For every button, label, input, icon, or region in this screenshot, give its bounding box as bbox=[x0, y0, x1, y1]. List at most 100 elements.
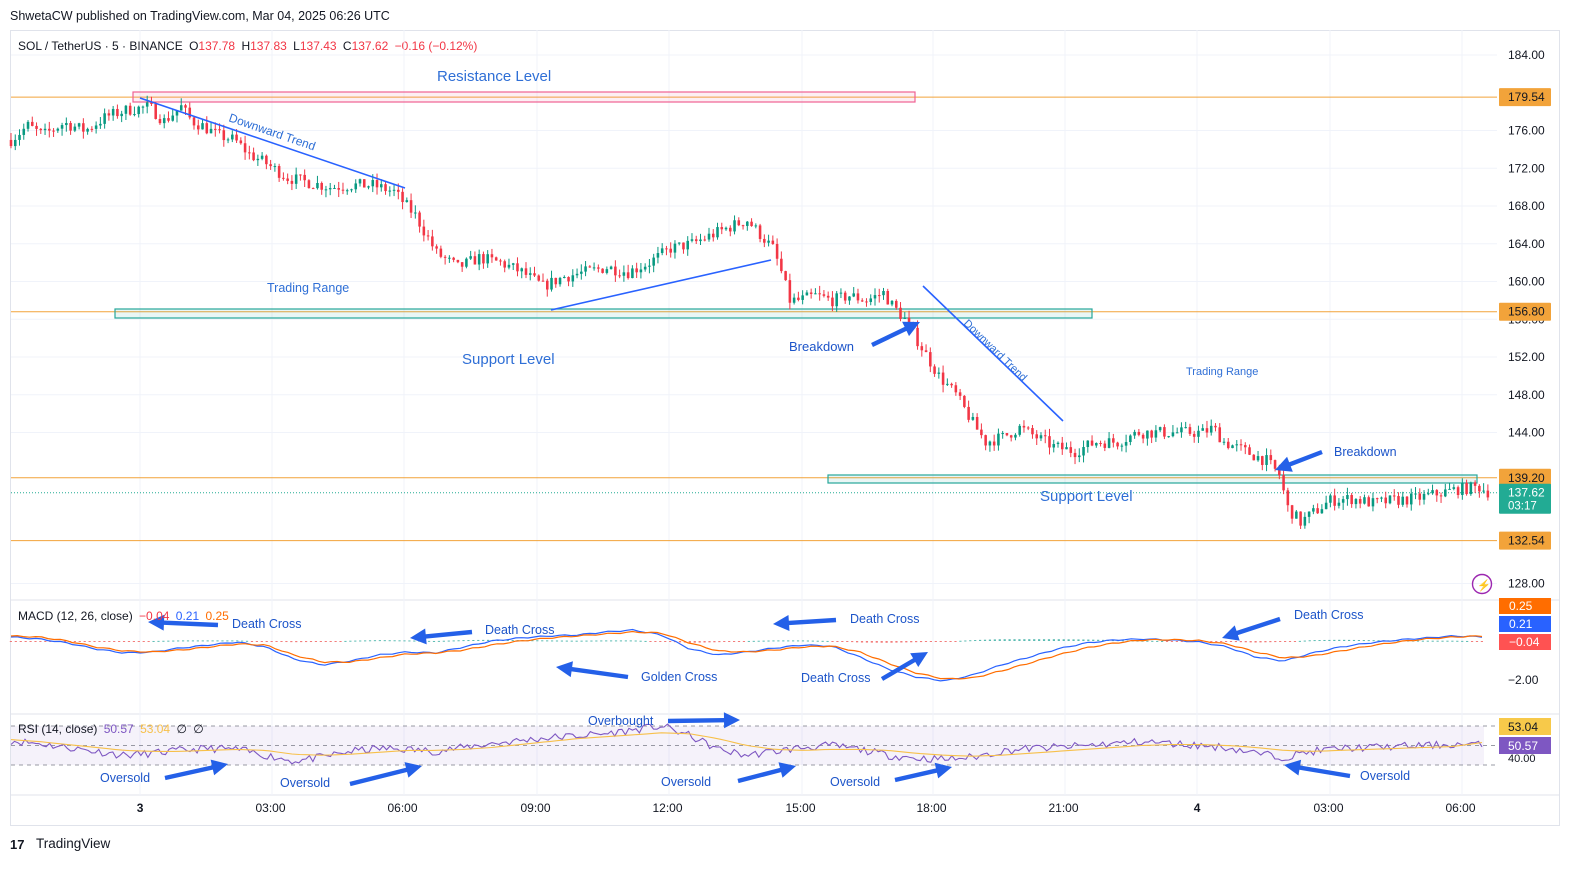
macd-histogram-bar bbox=[629, 640, 632, 642]
price-tick-label: 160.00 bbox=[1508, 275, 1545, 289]
candle bbox=[575, 273, 579, 276]
oversold-arrow-icon[interactable] bbox=[894, 762, 952, 783]
price-tag bbox=[1499, 468, 1551, 487]
candle bbox=[1035, 434, 1039, 439]
candle bbox=[1069, 447, 1073, 453]
time-tick-label: 09:00 bbox=[521, 801, 551, 815]
macd-histogram-bar bbox=[447, 640, 450, 642]
candle bbox=[524, 268, 528, 275]
time-tick-label: 06:00 bbox=[388, 801, 418, 815]
macd-histogram-bar bbox=[1111, 640, 1115, 642]
price-tick-label: 152.00 bbox=[1508, 350, 1545, 364]
support-zone[interactable] bbox=[114, 308, 1093, 319]
macd-histogram-bar bbox=[860, 641, 864, 643]
macd-histogram-bar bbox=[546, 640, 549, 642]
candle bbox=[290, 180, 294, 184]
candle bbox=[933, 366, 936, 374]
cross-arrow-icon[interactable] bbox=[773, 615, 837, 631]
oversold-arrow-icon[interactable] bbox=[737, 762, 796, 784]
breakdown-arrow-icon[interactable] bbox=[871, 321, 920, 347]
cross-arrow-icon[interactable] bbox=[1222, 616, 1281, 641]
macd-histogram-bar bbox=[487, 639, 490, 641]
rsi-tag-label: 50.57 bbox=[1508, 739, 1538, 753]
macd-histogram-bar bbox=[762, 640, 765, 642]
candle bbox=[1303, 516, 1307, 526]
macd-histogram-bar bbox=[324, 641, 327, 642]
open-label: O bbox=[189, 39, 199, 53]
macd-title[interactable]: MACD (12, 26, close) bbox=[18, 609, 133, 623]
support-zone[interactable] bbox=[827, 474, 1478, 484]
macd-histogram-bar bbox=[511, 640, 514, 642]
downward-trend-line[interactable] bbox=[922, 285, 1064, 422]
candle bbox=[333, 188, 336, 190]
cross-arrow-icon[interactable] bbox=[880, 652, 928, 681]
macd-histogram-bar bbox=[1170, 641, 1174, 642]
candle bbox=[792, 297, 796, 303]
candle bbox=[448, 257, 451, 259]
candle bbox=[899, 307, 902, 319]
macd-histogram-bar bbox=[216, 640, 219, 642]
candle bbox=[831, 297, 834, 307]
macd-histogram-bar bbox=[108, 641, 111, 642]
rsi-legend[interactable]: RSI (14, close) 50.57 53.04 ∅ ∅ bbox=[18, 722, 207, 736]
upward-trend-line[interactable] bbox=[550, 259, 772, 311]
symbol-label[interactable]: SOL / TetherUS · 5 · BINANCE bbox=[18, 39, 183, 53]
macd-histogram-bar bbox=[1308, 640, 1311, 642]
macd-histogram-bar bbox=[742, 641, 746, 642]
symbol-legend[interactable]: SOL / TetherUS · 5 · BINANCE O137.78 H13… bbox=[18, 39, 480, 53]
macd-histogram-bar bbox=[329, 641, 332, 642]
candle bbox=[975, 416, 979, 430]
price-tag bbox=[1499, 483, 1551, 514]
macd-histogram-bar bbox=[437, 640, 441, 642]
rsi-title[interactable]: RSI (14, close) bbox=[18, 722, 98, 736]
breakdown-arrow-icon[interactable] bbox=[1275, 449, 1323, 472]
oversold-arrow-icon[interactable] bbox=[1284, 759, 1351, 779]
candle bbox=[384, 184, 387, 192]
candle bbox=[660, 248, 664, 254]
resistance-zone[interactable] bbox=[132, 91, 916, 103]
overbought-arrow-icon[interactable] bbox=[667, 712, 740, 729]
downward-trend-line[interactable] bbox=[139, 97, 406, 189]
oversold-arrow-icon[interactable] bbox=[164, 759, 228, 781]
candle bbox=[1231, 445, 1234, 449]
candle bbox=[822, 294, 826, 296]
candle bbox=[537, 275, 541, 281]
candle bbox=[1482, 490, 1485, 492]
candle bbox=[1282, 475, 1285, 491]
candle bbox=[256, 158, 260, 161]
candle bbox=[39, 128, 43, 131]
price-tick-label: 172.00 bbox=[1508, 161, 1545, 175]
candle bbox=[1256, 456, 1260, 461]
alert-lightning-icon[interactable] bbox=[1471, 573, 1493, 595]
candle bbox=[652, 257, 655, 266]
cross-arrow-icon[interactable] bbox=[556, 661, 629, 680]
macd-histogram-bar bbox=[703, 641, 706, 643]
macd-histogram-bar bbox=[1259, 641, 1262, 643]
candle bbox=[852, 293, 855, 297]
macd-histogram-bar bbox=[280, 641, 283, 642]
macd-histogram-bar bbox=[1421, 640, 1424, 642]
candle bbox=[1043, 435, 1047, 437]
candle bbox=[99, 123, 102, 126]
candle bbox=[1363, 497, 1366, 504]
macd-legend[interactable]: MACD (12, 26, close) −0.04 0.21 0.25 bbox=[18, 609, 232, 623]
macd-axis-tag bbox=[1499, 634, 1551, 650]
macd-histogram-bar bbox=[870, 641, 873, 643]
candle bbox=[550, 277, 553, 290]
candle bbox=[805, 292, 809, 296]
candle bbox=[1103, 443, 1107, 448]
candle bbox=[341, 189, 345, 191]
candle bbox=[618, 275, 621, 277]
macd-histogram-bar bbox=[93, 641, 96, 642]
candle bbox=[971, 416, 975, 420]
macd-histogram-bar bbox=[113, 641, 116, 642]
cross-arrow-icon[interactable] bbox=[148, 614, 219, 631]
macd-histogram-bar bbox=[300, 641, 303, 643]
candle bbox=[669, 248, 672, 253]
support-level-label: Support Level bbox=[1040, 488, 1133, 505]
cross-arrow-icon[interactable] bbox=[410, 628, 473, 645]
oversold-label: Oversold bbox=[661, 775, 711, 789]
macd-histogram-bar bbox=[393, 640, 396, 642]
oversold-arrow-icon[interactable] bbox=[349, 762, 422, 787]
